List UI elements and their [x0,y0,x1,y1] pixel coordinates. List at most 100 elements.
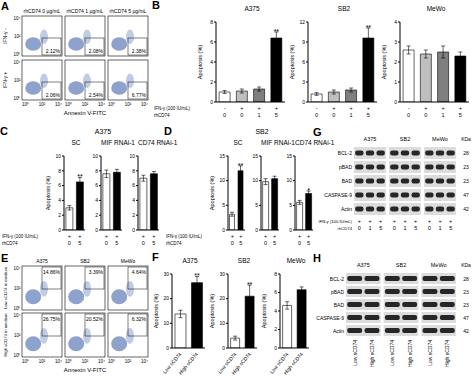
svg-text:0: 0 [298,240,301,246]
svg-text:+: + [231,233,234,239]
svg-text:10⁰: 10⁰ [65,102,72,107]
svg-text:BCL-2: BCL-2 [338,150,352,156]
svg-text:MeWo: MeWo [431,262,447,268]
svg-text:10: 10 [92,153,98,159]
svg-text:A375: A375 [36,258,48,264]
svg-text:9: 9 [302,39,305,45]
svg-text:10²: 10² [14,286,21,291]
svg-text:4: 4 [58,197,61,203]
svg-text:+: + [367,105,370,111]
svg-text:10⁰: 10⁰ [22,102,29,107]
svg-text:42: 42 [463,328,469,334]
svg-text:+: + [264,233,267,239]
svg-text:4.64%: 4.64% [132,269,147,275]
svg-text:10: 10 [252,177,258,183]
svg-text:0: 0 [424,112,427,118]
svg-text:0: 0 [142,240,145,246]
svg-text:+: + [332,105,335,111]
svg-text:+: + [368,218,371,224]
svg-text:+: + [428,218,431,224]
svg-text:5: 5 [273,240,276,246]
svg-text:0: 0 [302,99,305,105]
svg-text:6: 6 [302,59,305,65]
svg-text:2: 2 [210,79,213,85]
svg-text:rhCD74: rhCD74 [154,113,170,118]
svg-text:2.38%: 2.38% [132,48,147,54]
svg-text:0: 0 [58,227,61,233]
svg-text:Annexin V-FITC: Annexin V-FITC [64,367,107,373]
svg-text:4: 4 [394,19,397,25]
svg-text:28: 28 [463,150,469,156]
svg-text:0: 0 [132,227,135,233]
svg-text:5: 5 [367,112,370,118]
svg-text:High sCD74: High sCD74 [177,351,199,376]
svg-text:4: 4 [132,197,135,203]
svg-text:10⁴: 10⁴ [14,266,21,271]
svg-text:0: 0 [166,345,169,351]
svg-text:6: 6 [95,182,98,188]
svg-text:Low sCD74: Low sCD74 [352,340,358,366]
svg-text:5: 5 [275,112,278,118]
svg-text:0: 0 [289,227,292,233]
svg-text:15: 15 [252,153,258,159]
svg-text:10⁴: 10⁴ [14,313,21,318]
svg-text:28: 28 [463,276,469,282]
svg-text:10²: 10² [39,359,46,364]
svg-text:*: * [307,187,310,194]
svg-text:+: + [393,218,396,224]
svg-text:10²: 10² [125,359,132,364]
svg-text:42: 42 [463,206,469,212]
svg-text:CASPASE-9: CASPASE-9 [324,192,352,198]
svg-text:10⁴: 10⁴ [141,102,148,107]
svg-text:SB2: SB2 [80,258,90,264]
svg-text:15: 15 [219,153,225,159]
svg-text:CASPASE-9: CASPASE-9 [316,315,344,321]
svg-text:10⁰: 10⁰ [108,102,115,107]
svg-text:10⁴: 10⁴ [14,60,21,65]
svg-text:+: + [403,218,406,224]
svg-text:5: 5 [379,225,382,231]
svg-text:+: + [239,233,242,239]
svg-text:BAD: BAD [342,178,353,184]
svg-text:6: 6 [210,39,213,45]
svg-text:**: ** [274,28,280,35]
svg-text:0: 0 [393,225,396,231]
svg-text:6: 6 [132,182,135,188]
svg-text:IFN-γ +: IFN-γ + [2,72,8,89]
svg-text:A375: A375 [364,136,377,142]
svg-text:H: H [313,252,321,264]
svg-text:10²: 10² [82,102,89,107]
svg-text:+: + [68,233,71,239]
svg-text:Low sCD74: Low sCD74 [389,340,395,366]
svg-text:10⁰: 10⁰ [13,96,20,101]
svg-text:+: + [298,233,301,239]
svg-text:10⁰: 10⁰ [108,359,115,364]
svg-text:0: 0 [358,225,361,231]
svg-text:High sCD74 in medium: High sCD74 in medium [3,313,8,357]
svg-text:10⁴: 10⁴ [55,102,62,107]
svg-text:10²: 10² [39,102,46,107]
svg-text:0: 0 [105,240,108,246]
svg-text:High sCD74: High sCD74 [407,340,413,367]
svg-text:10⁴: 10⁴ [98,102,105,107]
svg-text:5: 5 [152,240,155,246]
svg-text:2: 2 [58,212,61,218]
svg-text:10: 10 [219,320,225,326]
svg-text:1: 1 [258,112,261,118]
svg-text:G: G [313,126,322,138]
svg-text:rhCD74: rhCD74 [166,241,182,246]
svg-text:6.32%: 6.32% [132,316,147,322]
svg-text:2: 2 [132,212,135,218]
svg-text:6: 6 [274,289,277,295]
svg-text:+: + [152,233,155,239]
svg-text:+: + [424,105,427,111]
svg-text:E: E [1,252,8,264]
svg-text:1: 1 [438,225,441,231]
svg-text:+: + [307,233,310,239]
svg-text:2: 2 [95,212,98,218]
svg-text:10⁰: 10⁰ [65,359,72,364]
svg-text:High sCD74: High sCD74 [444,340,450,367]
svg-text:IFN-γ (100 IU/mL): IFN-γ (100 IU/mL) [154,106,191,111]
svg-text:+: + [275,105,278,111]
svg-text:0: 0 [255,227,258,233]
